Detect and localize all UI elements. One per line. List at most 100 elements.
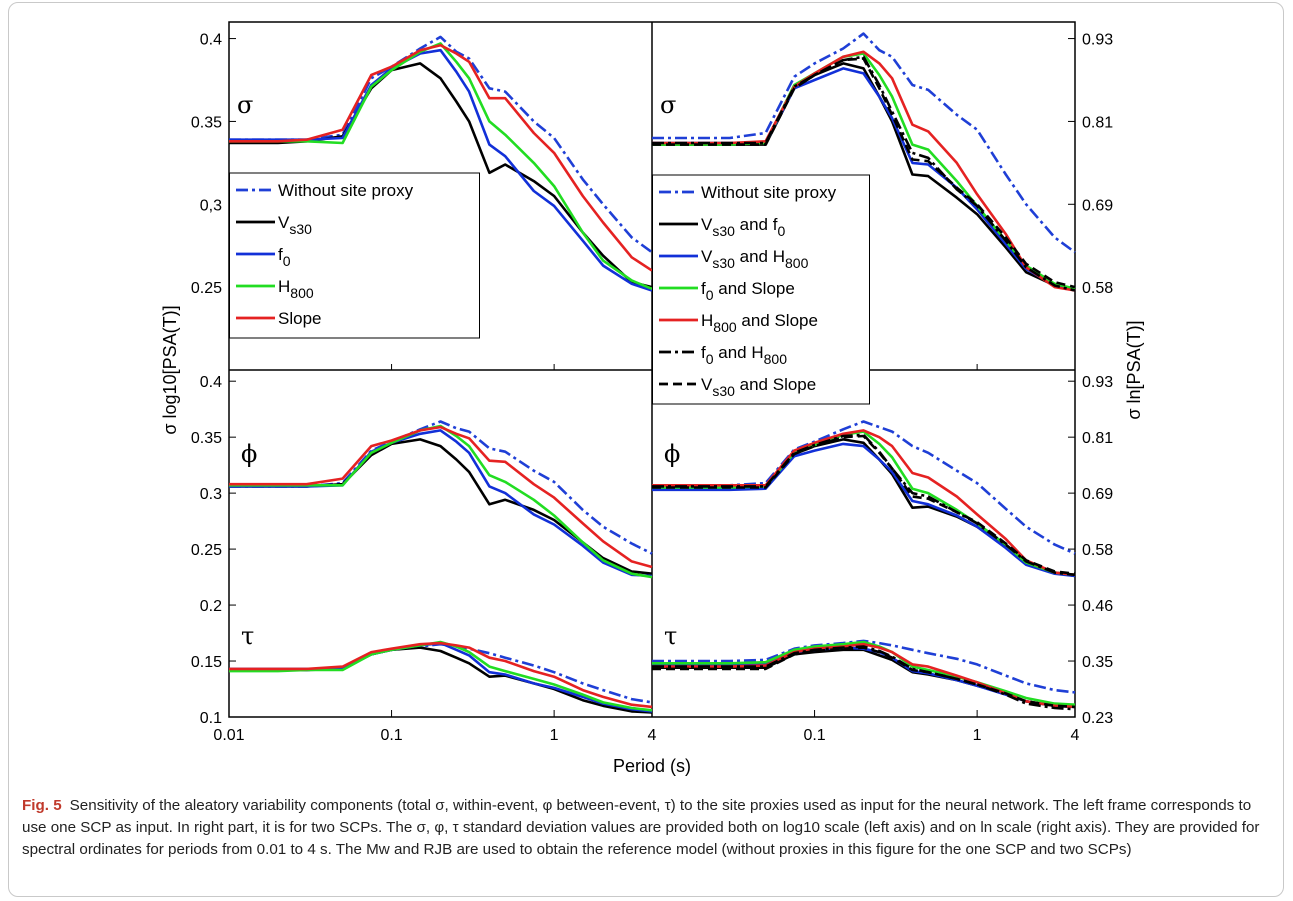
series-line-sigma: [229, 35, 653, 254]
series-line-phi: [229, 424, 653, 579]
bottom-left-y-tick-label: 0.35: [191, 430, 222, 447]
tau-symbol: τ: [664, 622, 677, 650]
top-right-y-tick-label: 0.81: [1082, 114, 1113, 131]
right-y-axis-title: σ ln[PSA(T)]: [1124, 320, 1144, 419]
top-right-y-tick-label: 0.69: [1082, 197, 1113, 214]
series-line-phi: [229, 425, 653, 569]
bottom-left-y-tick-label: 0.2: [200, 598, 222, 615]
series-line-phi: [652, 442, 1076, 578]
top-left-y-tick-label: 0,3: [200, 197, 222, 214]
legend-text: V: [278, 213, 290, 232]
legend-entry: Vs30 and f0: [701, 215, 785, 239]
bottom-right-y-tick-label: 0.46: [1082, 598, 1113, 615]
legend-entry: f0 and Slope: [701, 279, 795, 303]
tau-symbol: τ: [241, 622, 254, 650]
legend-entry: Slope: [278, 309, 321, 328]
series-line-phi: [652, 433, 1076, 577]
legend-subscript: 800: [785, 255, 809, 271]
sigma-symbol: σ: [237, 91, 253, 119]
figure-frame: [8, 2, 1284, 897]
legend-text: H: [278, 277, 290, 296]
legend-entry: H800: [278, 277, 314, 301]
legend-subscript: 800: [764, 351, 788, 367]
legend-text: V: [701, 247, 713, 266]
bottom-right-y-tick-label: 0.23: [1082, 710, 1113, 727]
series-line-tau: [652, 646, 1076, 709]
sigma-symbol: σ: [660, 91, 676, 119]
left-y-axis-title: σ log10[PSA(T)]: [160, 305, 180, 434]
series-line-phi: [229, 429, 653, 578]
legend-text: and Slope: [714, 279, 795, 298]
legend-box: [229, 172, 480, 339]
figure-caption: Fig. 5 Sensitivity of the aleatory variab…: [22, 795, 1267, 861]
legend-subscript: 800: [290, 285, 314, 301]
top-right-y-tick-label: 0.93: [1082, 32, 1113, 49]
legend-entry: Without site proxy: [701, 183, 837, 202]
bottom-right-y-tick-label: 0.58: [1082, 542, 1113, 559]
x-axis-title: Period (s): [613, 756, 691, 776]
legend-text: f: [701, 343, 706, 362]
top-left-y-tick-label: 0.25: [191, 280, 222, 297]
panel-one-scp: [229, 35, 653, 714]
legend-subscript: s30: [712, 223, 735, 239]
series-line-tau: [229, 641, 653, 709]
caption-text: Sensitivity of the aleatory variability …: [22, 797, 1260, 858]
legend-text: and H: [735, 247, 785, 266]
x-tick-label: 1: [550, 727, 559, 744]
series-line-sigma: [652, 50, 1076, 292]
bottom-right-y-tick-label: 0.35: [1082, 654, 1113, 671]
legend-text: H: [701, 311, 713, 330]
series-line-sigma: [229, 48, 653, 292]
legend-subscript: 0: [283, 253, 291, 269]
bottom-left-y-tick-label: 0.25: [191, 542, 222, 559]
legend-subscript: s30: [712, 255, 735, 271]
x-tick-label: 1: [973, 727, 982, 744]
legend-subscript: 800: [713, 319, 737, 335]
series-line-sigma: [229, 42, 653, 291]
series-line-phi: [229, 438, 653, 575]
series-line-sigma: [652, 52, 1076, 291]
bottom-left-y-tick-label: 0.4: [200, 374, 222, 391]
x-tick-label: 0.01: [213, 727, 244, 744]
legend-text: and H: [714, 343, 764, 362]
series-line-tau: [229, 646, 653, 714]
legend-subscript: 0: [777, 223, 785, 239]
legend-entry: H800 and Slope: [701, 311, 818, 335]
legend-text: Slope: [278, 309, 321, 328]
legend-text: f: [278, 245, 283, 264]
bottom-left-y-tick-label: 0.15: [191, 654, 222, 671]
phi-symbol: ϕ: [241, 440, 257, 468]
x-tick-label: 4: [1071, 727, 1080, 744]
legend-subscript: s30: [289, 221, 312, 237]
legend-text: and Slope: [737, 311, 818, 330]
top-right-y-tick-label: 0.58: [1082, 280, 1113, 297]
legend-text: V: [701, 375, 713, 394]
legend-entry: f0: [278, 245, 291, 269]
series-line-tau: [652, 645, 1076, 711]
series-line-phi: [652, 429, 1076, 577]
bottom-right-y-tick-label: 0.81: [1082, 430, 1113, 447]
series-line-tau: [229, 642, 653, 704]
legend-text: f: [701, 279, 706, 298]
series-line-phi: [652, 420, 1076, 555]
series-line-tau: [229, 640, 653, 712]
panel-two-scps: [652, 32, 1076, 711]
legend-subscript: 0: [706, 351, 714, 367]
x-tick-label: 4: [648, 727, 657, 744]
legend-text: and f: [735, 215, 778, 234]
top-left-y-tick-label: 0.35: [191, 114, 222, 131]
series-line-sigma: [652, 57, 1076, 289]
series-line-sigma: [652, 32, 1076, 254]
legend-text: V: [701, 215, 713, 234]
legend-box: [652, 174, 870, 405]
series-line-phi: [652, 438, 1076, 578]
legend-entry: Vs30 and Slope: [701, 375, 816, 399]
bottom-right-y-tick-label: 0.93: [1082, 374, 1113, 391]
legend-entry: f0 and H800: [701, 343, 787, 367]
x-tick-label: 0.1: [803, 727, 825, 744]
legend-text: and Slope: [735, 375, 816, 394]
bottom-left-y-tick-label: 0.1: [200, 710, 222, 727]
legend-entry: Vs30: [278, 213, 312, 237]
legend-text: Without site proxy: [701, 183, 837, 202]
sensitivity-chart: 0.4 0.35 0,3 0.25 0.93 0.81 0.69 0.58 0.4 0.35 0.3…: [160, 21, 1144, 776]
